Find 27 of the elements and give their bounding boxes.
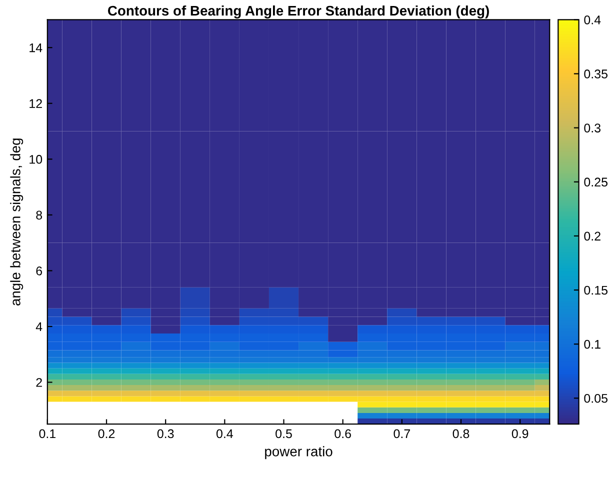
color-bar-label: 0.35 — [584, 70, 608, 78]
x-tick-label: 0.4 — [216, 429, 233, 438]
x-tick-label: 0.5 — [276, 429, 292, 438]
y-tick-label: 14 — [30, 44, 42, 52]
y-tick-label: 6 — [36, 266, 42, 276]
y-tick-label: 10 — [30, 154, 42, 164]
chart-title: Contours of Bearing Angle Error Standard Deviation (deg) — [108, 5, 489, 18]
color-bar-label: 0.25 — [584, 178, 608, 187]
color-bar-label: 0.3 — [584, 124, 601, 132]
x-tick-label: 0.1 — [39, 429, 56, 438]
color-bar-label: 0.05 — [584, 394, 608, 403]
color-bar-label: 0.15 — [584, 286, 608, 295]
x-tick-label: 0.2 — [98, 429, 115, 438]
y-tick-label: 8 — [36, 210, 42, 220]
y-tick-label: 2 — [36, 378, 42, 387]
x-axis-title: power ratio — [265, 446, 332, 460]
x-tick-label: 0.3 — [157, 429, 174, 438]
y-tick-label: 4 — [36, 322, 42, 332]
x-tick-label: 0.7 — [394, 429, 410, 438]
color-bar-label: 0.1 — [584, 340, 600, 349]
color-bar-label: 0.4 — [584, 15, 601, 24]
x-tick-label: 0.9 — [512, 429, 528, 438]
y-tick-label: 12 — [30, 99, 42, 108]
color-bar-label: 0.2 — [584, 232, 600, 241]
x-tick-label: 0.6 — [334, 429, 351, 438]
x-tick-label: 0.8 — [452, 429, 470, 438]
y-axis-title: angle between signals, deg — [10, 138, 24, 306]
